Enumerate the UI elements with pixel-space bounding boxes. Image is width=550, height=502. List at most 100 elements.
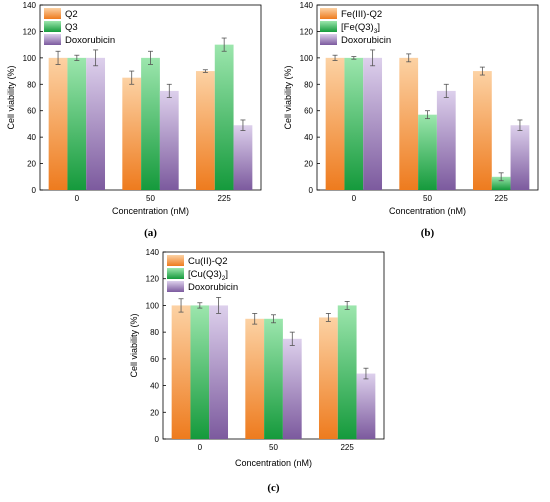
chart-panel-0: 0 20 40 60 80 100 120 140 Cell viability (%) 0 50 2…	[6, 1, 262, 239]
legend-label: Doxorubicin	[65, 35, 115, 46]
y-axis-title: Cell viability (%)	[283, 65, 293, 129]
legend-swatch	[167, 268, 184, 279]
error-bar	[197, 302, 203, 309]
x-tick-label: 50	[146, 194, 155, 203]
panel-label: (a)	[144, 227, 157, 239]
error-bar	[148, 50, 153, 65]
y-tick-label: 100	[300, 54, 314, 63]
error-bar	[332, 54, 338, 61]
legend-swatch	[44, 21, 61, 32]
legend-label: Q3	[65, 22, 78, 33]
y-tick-label: 40	[27, 133, 36, 142]
error-bar	[498, 172, 504, 182]
x-axis-title: Concentration (nM)	[389, 206, 466, 216]
legend: Q2 Q3 Doxorubicin	[44, 8, 115, 46]
y-tick-label: 20	[150, 408, 159, 417]
bar	[122, 77, 142, 190]
bar	[245, 318, 265, 439]
x-tick-label: 0	[75, 194, 80, 203]
y-tick-label: 60	[150, 355, 159, 364]
error-bar	[216, 297, 222, 314]
legend-label: Cu(II)-Q2	[188, 256, 228, 267]
panel-label: (b)	[421, 227, 435, 239]
y-tick-label: 140	[23, 1, 37, 10]
x-axis-title: Concentration (nM)	[112, 206, 189, 216]
bar	[171, 305, 191, 439]
legend-swatch	[44, 34, 61, 45]
legend-swatch	[44, 8, 61, 19]
legend-swatch	[320, 21, 337, 32]
x-tick-label: 225	[217, 194, 231, 203]
error-bar	[344, 301, 350, 310]
bar	[48, 57, 68, 190]
error-bar	[289, 331, 295, 346]
y-tick-label: 20	[27, 160, 36, 169]
x-tick-label: 0	[352, 194, 357, 203]
x-tick-label: 50	[423, 194, 432, 203]
y-tick-label: 80	[27, 80, 36, 89]
bar	[491, 176, 511, 190]
bar	[344, 57, 364, 190]
error-bar	[517, 119, 523, 131]
bar	[233, 125, 253, 190]
y-tick-label: 20	[304, 160, 313, 169]
x-tick-label: 225	[340, 443, 354, 452]
legend-label: Doxorubicin	[341, 35, 391, 46]
legend-swatch	[320, 8, 337, 19]
error-bar	[351, 56, 357, 60]
y-tick-label: 0	[155, 435, 160, 444]
bar	[67, 57, 87, 190]
error-bar	[178, 298, 184, 313]
error-bar	[479, 66, 485, 76]
error-bar	[325, 313, 331, 322]
y-tick-label: 40	[304, 133, 313, 142]
x-tick-label: 225	[494, 194, 508, 203]
bar	[209, 305, 229, 439]
bar	[264, 318, 283, 439]
legend-swatch	[320, 34, 337, 45]
error-bar	[406, 53, 412, 63]
y-tick-label: 0	[32, 186, 37, 195]
legend-label: Fe(III)-Q2	[341, 9, 382, 20]
y-tick-label: 80	[304, 80, 313, 89]
error-bar	[166, 83, 172, 98]
bar	[86, 57, 106, 190]
bar	[325, 57, 345, 190]
error-bar	[74, 54, 80, 61]
panel-label: (c)	[267, 482, 280, 494]
chart-panel-2: 0 20 40 60 80 100 120 140 Cell viability (%) 0 50 2…	[129, 248, 385, 494]
error-bar	[363, 367, 369, 380]
chart-panel-1: 0 20 40 60 80 100 120 140 Cell viability (%) 0 50 2…	[283, 1, 539, 239]
error-bar	[443, 83, 449, 98]
error-bar	[271, 314, 276, 324]
y-tick-label: 120	[300, 27, 314, 36]
x-tick-label: 50	[269, 443, 278, 452]
bar	[159, 90, 179, 190]
y-tick-label: 60	[304, 107, 313, 116]
error-bar	[129, 70, 135, 85]
bar	[195, 71, 215, 190]
legend: Cu(II)-Q2 [Cu(Q3)2]Doxorubicin	[167, 255, 238, 293]
legend-label: [Fe(Q3)3]	[341, 22, 380, 35]
y-tick-label: 40	[150, 382, 159, 391]
bar	[356, 373, 376, 439]
bar	[141, 57, 160, 190]
bar	[472, 71, 492, 190]
legend-label: Q2	[65, 9, 78, 20]
bar	[214, 44, 234, 191]
y-tick-label: 100	[146, 301, 160, 310]
y-tick-label: 100	[23, 54, 37, 63]
bar	[418, 114, 437, 190]
bar	[190, 305, 210, 439]
error-bar	[55, 50, 61, 65]
y-tick-label: 60	[27, 107, 36, 116]
error-bar	[252, 313, 258, 325]
bar	[436, 90, 456, 190]
bar	[363, 57, 383, 190]
legend-label: Doxorubicin	[188, 282, 238, 293]
legend-swatch	[167, 255, 184, 266]
error-bar	[93, 49, 99, 67]
x-axis-title: Concentration (nM)	[235, 458, 312, 468]
legend: Fe(III)-Q2 [Fe(Q3)3]Doxorubicin	[320, 8, 391, 46]
